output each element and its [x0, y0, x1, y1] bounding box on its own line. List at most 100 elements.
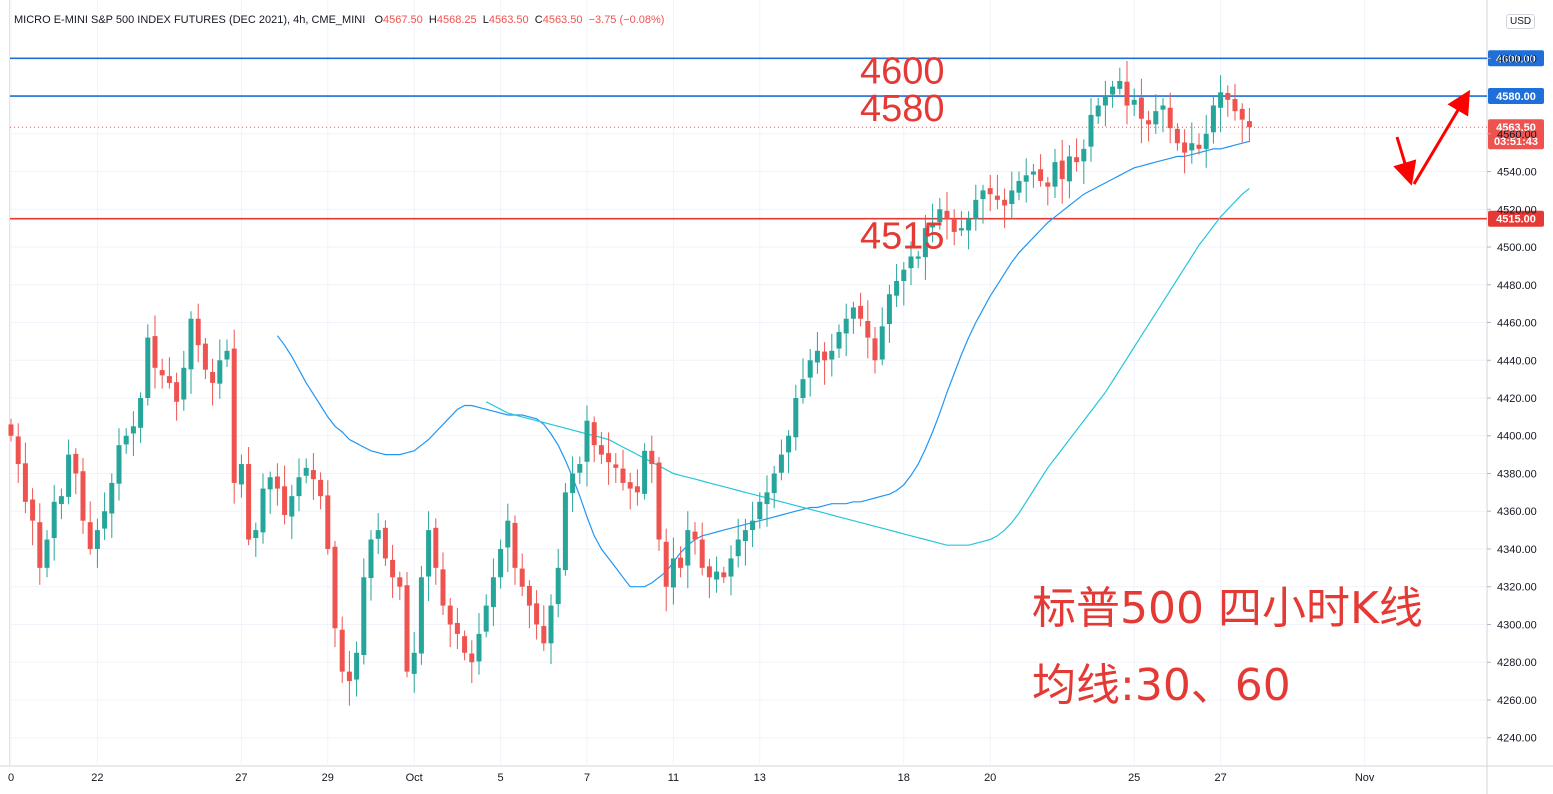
candle-body: [663, 541, 669, 587]
candle: [87, 501, 93, 555]
candle: [670, 537, 676, 605]
level-badge-label: 4600.00: [1496, 53, 1536, 65]
candle: [1246, 107, 1252, 143]
candle-body: [289, 496, 295, 517]
candle-body: [606, 453, 612, 463]
candle: [613, 453, 619, 483]
candle-body: [440, 569, 446, 606]
horizontal-levels[interactable]: 4600.00 4580.00 4515.00 4563.50 03:51:43: [10, 50, 1544, 227]
candle-body: [483, 605, 489, 632]
candle: [476, 613, 482, 675]
candle-body: [433, 527, 439, 568]
candle-body: [22, 463, 28, 502]
candle: [894, 264, 900, 308]
down-arrow: [1393, 136, 1417, 186]
candle-body: [973, 199, 979, 220]
x-tick-label: Nov: [1355, 772, 1375, 784]
candle-body: [260, 488, 266, 533]
candle: [1153, 94, 1159, 134]
candle-body: [145, 337, 151, 398]
candle-body: [354, 652, 360, 680]
time-axis[interactable]: 0 22 27 29 Oct 5 7 11 13 18 20 25 27 Nov: [8, 772, 1375, 784]
currency-button[interactable]: USD: [1506, 14, 1536, 29]
candle: [886, 284, 892, 343]
price-axis[interactable]: 4240.00 4260.00 4280.00 4300.00 4320.00 4340.…: [1487, 53, 1537, 745]
candle-body: [685, 530, 691, 566]
candle-body: [310, 470, 316, 480]
candle: [649, 435, 655, 483]
candle: [793, 384, 799, 451]
candle-body: [1131, 99, 1137, 105]
candle: [66, 439, 72, 505]
y-tick-label: 4520.00: [1497, 204, 1537, 216]
candle: [1023, 158, 1029, 203]
candle: [195, 303, 201, 363]
candle: [282, 465, 288, 525]
symbol-title[interactable]: MICRO E-MINI S&P 500 INDEX FUTURES (DEC …: [14, 14, 366, 26]
candle-body: [123, 435, 129, 445]
candle: [656, 456, 662, 551]
candle: [1174, 123, 1180, 151]
candle: [382, 520, 388, 566]
candle-body: [15, 436, 21, 465]
candle: [483, 594, 489, 638]
candle: [440, 552, 446, 616]
y-tick-label: 4460.00: [1497, 318, 1537, 330]
candle: [332, 541, 338, 648]
ma-30-line: [276, 140, 1250, 588]
candle: [519, 553, 525, 597]
candle: [152, 315, 158, 389]
candle: [872, 327, 878, 374]
open-value: 4567.50: [383, 14, 423, 26]
candle: [685, 511, 691, 589]
candle: [1038, 154, 1044, 187]
candle-body: [339, 629, 345, 672]
candle: [310, 453, 316, 500]
candle: [505, 503, 511, 572]
candle: [1030, 163, 1036, 188]
ma-60-line: [485, 188, 1250, 546]
level-badge: [1488, 210, 1544, 227]
candle-body: [598, 445, 604, 455]
candle: [562, 482, 568, 576]
candle-body: [570, 473, 576, 494]
candle-body: [1153, 111, 1159, 125]
up-arrow: [1412, 89, 1471, 185]
candle: [116, 428, 122, 501]
candle: [994, 174, 1000, 210]
candle-body: [202, 343, 208, 370]
candle-body: [188, 318, 194, 370]
candle-body: [894, 280, 900, 296]
high-value: 4568.25: [436, 14, 477, 26]
candle: [973, 184, 979, 231]
candle: [1045, 176, 1051, 206]
candle: [145, 324, 151, 406]
candle-body: [649, 450, 655, 465]
candle-body: [519, 568, 525, 587]
candle: [166, 357, 172, 389]
x-tick-label: 27: [235, 772, 247, 784]
candle: [217, 339, 223, 399]
candle: [30, 488, 36, 546]
candle-body: [1203, 133, 1209, 149]
candle-body: [577, 464, 583, 473]
candle-body: [807, 360, 813, 378]
candle-body: [800, 379, 806, 398]
candle: [577, 456, 583, 485]
candle: [721, 566, 727, 583]
candle-body: [44, 539, 50, 568]
candle: [627, 472, 633, 510]
candle: [944, 191, 950, 240]
candle-body: [908, 256, 914, 269]
candle: [339, 616, 345, 683]
y-tick-label: 4440.00: [1497, 355, 1537, 367]
candle: [678, 546, 684, 578]
candle: [1110, 80, 1116, 108]
candle-body: [793, 398, 799, 438]
candle-body: [771, 473, 777, 494]
candle-body: [627, 482, 633, 489]
candle-body: [505, 520, 511, 548]
candle-body: [584, 420, 590, 462]
candle-body: [447, 605, 453, 625]
